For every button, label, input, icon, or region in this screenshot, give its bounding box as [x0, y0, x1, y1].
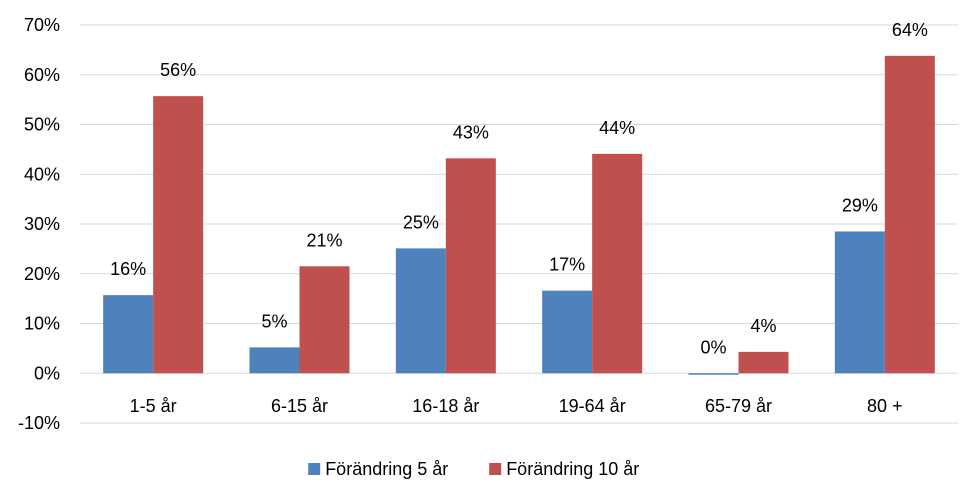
y-tick-label: 50% — [24, 115, 60, 135]
bar — [445, 158, 496, 374]
legend-swatch — [308, 463, 321, 475]
bars — [103, 55, 935, 375]
data-label: 29% — [842, 195, 878, 215]
data-label: 56% — [160, 60, 196, 80]
legend: Förändring 5 år Förändring 10 år — [308, 459, 639, 479]
legend-swatch — [489, 463, 502, 475]
y-tick-label: 0% — [34, 363, 60, 383]
y-tick-label: 10% — [24, 314, 60, 334]
legend-label: Förändring 5 år — [325, 459, 448, 479]
data-labels: 16% 5% 25% 17% 0% 29% 56% 21% 43% 44% 4% 64% — [110, 20, 928, 357]
x-tick-label: 1-5 år — [130, 396, 177, 416]
y-tick-label: 60% — [24, 65, 60, 85]
data-label: 4% — [750, 316, 776, 336]
data-label: 5% — [261, 311, 287, 331]
x-tick-label: 16-18 år — [412, 396, 479, 416]
y-axis-tick-labels: -10% 0% 10% 20% 30% 40% 50% 60% 70% — [18, 15, 60, 433]
x-axis-tick-labels: 1-5 år 6-15 år 16-18 år 19-64 år 65-79 år 80 … — [130, 396, 903, 416]
bar — [395, 248, 446, 374]
y-tick-label: 20% — [24, 264, 60, 284]
x-tick-label: 6-15 år — [271, 396, 328, 416]
bar — [103, 295, 154, 374]
bar — [884, 55, 935, 374]
y-tick-label: 30% — [24, 214, 60, 234]
bar — [542, 290, 593, 374]
data-label: 44% — [599, 118, 635, 138]
gridlines — [80, 24, 958, 424]
x-tick-label: 65-79 år — [705, 396, 772, 416]
data-label: 64% — [892, 20, 928, 40]
y-tick-label: 70% — [24, 15, 60, 35]
legend-label: Förändring 10 år — [506, 459, 639, 479]
data-label: 0% — [700, 337, 726, 357]
bar — [688, 373, 739, 375]
x-tick-label: 80 + — [867, 396, 903, 416]
bar — [834, 231, 885, 374]
y-tick-label: -10% — [18, 413, 60, 433]
bar — [592, 153, 643, 374]
bar — [299, 266, 350, 374]
x-tick-label: 19-64 år — [559, 396, 626, 416]
data-label: 25% — [403, 212, 439, 232]
bar — [249, 347, 300, 374]
data-label: 43% — [453, 122, 489, 142]
data-label: 17% — [549, 255, 585, 275]
data-label: 16% — [110, 259, 146, 279]
bar — [153, 96, 204, 374]
y-tick-label: 40% — [24, 164, 60, 184]
data-label: 21% — [306, 230, 342, 250]
bar — [738, 351, 789, 374]
